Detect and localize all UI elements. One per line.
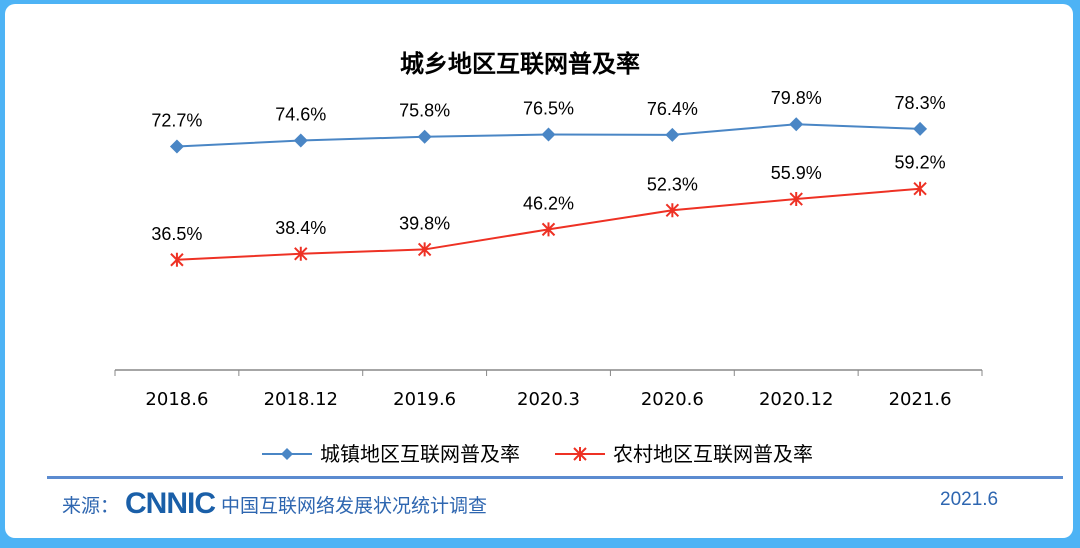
data-point [293,133,308,148]
data-label: 39.8% [399,213,450,233]
data-label: 75.8% [399,101,450,121]
source: 来源： CNNIC 中国互联网络发展状况统计调查 [62,487,487,521]
data-point [665,203,680,218]
data-point [294,246,308,261]
legend-label: 农村地区互联网普及率 [613,443,813,466]
chart-card [5,4,1073,538]
source-name: 中国互联网络发展状况统计调查 [221,495,488,517]
data-point [541,127,556,142]
data-label: 55.9% [771,163,822,183]
data-point [665,127,680,142]
data-point [417,242,432,257]
chart-title: 城乡地区互联网普及率 [400,51,640,78]
legend-label: 城镇地区互联网普及率 [320,443,520,466]
data-label: 74.6% [275,105,326,125]
source-label: 来源： [62,495,120,517]
legend-marker [573,447,587,461]
data-label: 46.2% [523,193,574,213]
data-label: 78.3% [895,93,946,113]
data-label: 59.2% [895,153,946,173]
data-point [789,192,803,207]
data-label: 72.7% [151,110,202,130]
data-point [913,181,927,196]
data-label: 76.4% [647,99,698,119]
data-point [541,222,556,237]
data-point [913,121,928,136]
data-point [169,139,184,154]
cnnic-logo: CNNIC [125,487,216,520]
x-tick-label: 2018.6 [145,389,208,410]
x-tick-label: 2020.12 [759,389,833,410]
x-tick-label: 2019.6 [393,389,456,410]
x-tick-label: 2018.12 [264,389,338,410]
x-tick-label: 2020.3 [517,389,580,410]
data-label: 79.8% [771,88,822,108]
data-label: 76.5% [523,99,574,119]
legend-marker [281,448,293,460]
data-label: 38.4% [275,218,326,238]
data-point [789,117,804,132]
data-label: 52.3% [647,174,698,194]
x-tick-label: 2020.6 [641,389,704,410]
data-label: 36.5% [151,224,202,244]
report-date: 2021.6 [940,489,999,510]
x-tick-label: 2021.6 [889,389,952,410]
data-point [170,252,184,267]
footer-divider [47,476,1063,479]
data-point [417,129,432,144]
